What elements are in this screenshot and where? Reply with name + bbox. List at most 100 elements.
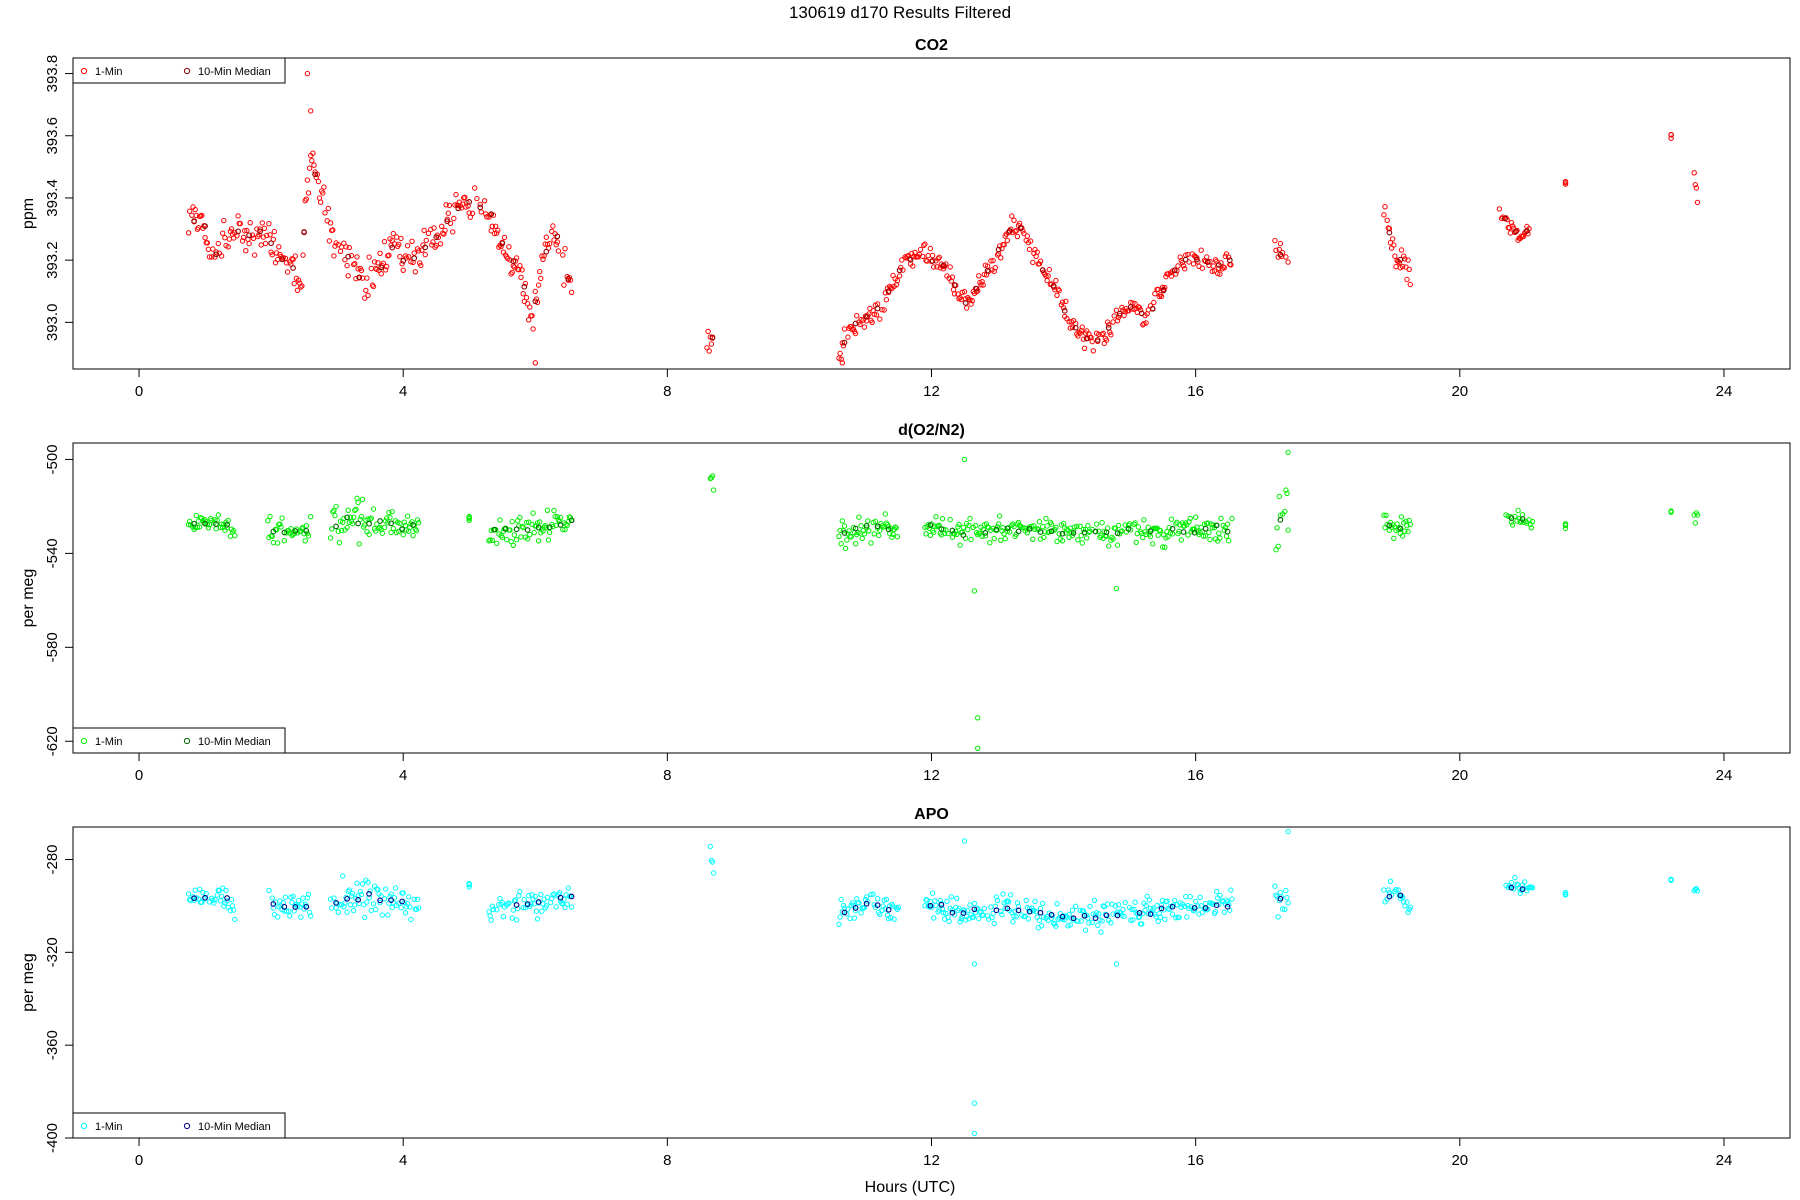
o2n2-legend-box xyxy=(72,727,286,754)
apo-median-point xyxy=(524,901,531,907)
apo-one-min-point xyxy=(858,910,864,916)
o2n2-median-point xyxy=(377,518,383,524)
o2n2-one-min-point xyxy=(332,512,338,519)
apo-median-point xyxy=(1103,912,1110,919)
o2n2-median-point xyxy=(1386,522,1393,529)
o2n2-median-point xyxy=(355,520,361,527)
co2-median-point xyxy=(290,265,296,271)
co2-one-min-point xyxy=(358,267,365,274)
o2n2-one-min-point xyxy=(1159,544,1166,550)
o2n2-median-point xyxy=(1048,528,1055,535)
apo-one-min-point xyxy=(366,895,372,901)
co2-one-min-point xyxy=(351,261,357,268)
apo-one-min-point xyxy=(1193,898,1199,905)
apo-median-point xyxy=(1015,907,1022,914)
o2n2-one-min-point xyxy=(1402,528,1408,534)
o2n2-one-min-point xyxy=(893,525,899,531)
o2n2-median-point xyxy=(1508,515,1515,521)
apo-one-min-point xyxy=(1013,914,1019,920)
apo-median-point xyxy=(1508,884,1515,891)
co2-one-min-point xyxy=(1063,298,1069,304)
o2n2-one-min-point xyxy=(997,513,1003,519)
apo-legend-median-label: 10-Min Median xyxy=(198,1121,271,1133)
o2n2-median-point xyxy=(863,522,870,529)
co2-one-min-point xyxy=(1089,338,1095,345)
co2-one-min-point xyxy=(462,194,468,201)
apo-one-min-point xyxy=(1178,904,1185,910)
co2-one-min-point xyxy=(1055,286,1061,292)
apo-one-min-point xyxy=(1038,923,1045,929)
co2-one-min-point xyxy=(221,217,227,224)
o2n2-median-point xyxy=(1277,517,1284,523)
apo-one-min-point xyxy=(214,892,220,898)
o2n2-one-min-point xyxy=(1114,542,1121,548)
o2n2-one-min-point xyxy=(1084,535,1090,541)
apo-one-min-point xyxy=(993,894,1000,900)
o2n2-one-min-point xyxy=(494,540,500,547)
apo-one-min-point xyxy=(1091,897,1098,903)
o2n2-median-point xyxy=(491,526,498,533)
co2-one-min-point xyxy=(1272,237,1278,244)
apo-one-min-point xyxy=(863,894,870,900)
o2n2-median-point xyxy=(513,526,520,533)
o2n2-one-min-point xyxy=(889,534,895,540)
apo-one-min-point xyxy=(565,885,571,891)
co2-median-point xyxy=(907,256,914,263)
o2n2-median-point xyxy=(1202,525,1209,532)
o2n2-median-point xyxy=(1004,525,1011,532)
apo-one-min-point xyxy=(999,911,1005,918)
o2n2-one-min-point xyxy=(866,528,872,534)
o2n2-one-min-point xyxy=(1034,525,1040,532)
apo-one-min-point xyxy=(354,880,360,886)
apo-one-min-point xyxy=(1104,901,1111,907)
o2n2-one-min-point xyxy=(957,542,963,548)
co2-one-min-point xyxy=(425,230,432,237)
o2n2-one-min-point xyxy=(305,533,312,539)
apo-one-min-point xyxy=(282,894,289,900)
co2-median-point xyxy=(885,288,892,294)
apo-one-min-point xyxy=(849,900,855,906)
o2n2-one-min-point xyxy=(1031,523,1037,529)
apo-one-min-point xyxy=(232,916,238,923)
chart-panels: CO2 0 4 8 12 16 20 24 393.0 393.2 393.4 393.6 393.8 p… xyxy=(20,37,1791,1169)
co2-panel-title: CO2 xyxy=(915,37,948,54)
co2-points xyxy=(185,70,1701,366)
co2-one-min-point xyxy=(838,356,844,362)
o2n2-one-min-point xyxy=(299,526,305,532)
apo-one-min-point xyxy=(217,898,224,904)
apo-one-min-point xyxy=(1098,929,1104,935)
apo-one-min-point xyxy=(490,906,497,912)
o2n2-one-min-point xyxy=(232,533,238,539)
co2-one-min-point xyxy=(509,269,515,276)
o2n2-one-min-point xyxy=(1528,525,1535,531)
apo-median-point xyxy=(303,903,310,910)
apo-median-point xyxy=(281,903,288,910)
o2n2-one-min-point xyxy=(1079,540,1086,546)
apo-one-min-point xyxy=(925,903,931,909)
o2n2-median-point xyxy=(213,521,219,527)
co2-one-min-point xyxy=(1175,263,1181,269)
apo-median-point xyxy=(960,910,967,916)
o2n2-one-min-point xyxy=(486,538,492,544)
co2-one-min-point xyxy=(246,240,252,247)
co2-median-point xyxy=(1006,228,1013,234)
o2n2-one-min-point xyxy=(998,537,1004,543)
apo-one-min-point xyxy=(406,894,412,900)
co2-one-min-point xyxy=(261,225,268,232)
apo-one-min-point xyxy=(342,900,348,906)
o2n2-median-point xyxy=(303,528,310,534)
co2-median-point xyxy=(874,305,881,312)
apo-one-min-point xyxy=(1202,900,1209,907)
apo-one-min-point xyxy=(549,895,555,902)
co2-median-point xyxy=(1204,259,1211,265)
o2n2-plot-frame xyxy=(72,442,1791,754)
apo-one-min-point xyxy=(1283,887,1289,894)
co2-one-min-point xyxy=(310,150,316,156)
co2-median-point xyxy=(1072,324,1079,331)
apo-median-point xyxy=(1519,886,1526,893)
co2-median-point xyxy=(1397,256,1404,263)
o2n2-one-min-point xyxy=(1142,529,1148,535)
apo-one-min-point xyxy=(368,907,374,914)
o2n2-one-min-point xyxy=(1001,531,1007,537)
co2-one-min-point xyxy=(526,317,532,323)
